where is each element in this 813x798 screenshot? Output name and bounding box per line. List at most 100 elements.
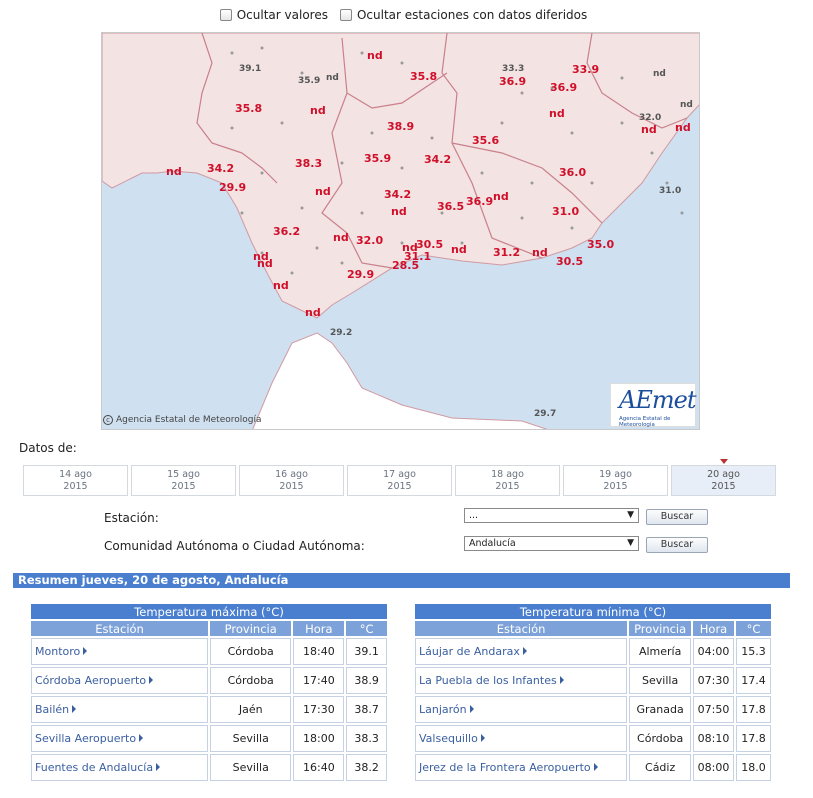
region-select[interactable]: Andalucía ▼ <box>464 536 639 551</box>
date-tab[interactable]: 20 ago 2015 <box>671 465 776 496</box>
date-tab-day: 16 ago <box>275 469 308 480</box>
date-tab[interactable]: 15 ago 2015 <box>131 465 236 496</box>
arrow-right-icon <box>522 647 527 655</box>
hide-stations-option[interactable]: Ocultar estaciones con datos diferidos <box>339 8 588 22</box>
map-value-label: nd <box>273 279 289 292</box>
province-cell-text: Almería <box>638 645 682 658</box>
province-cell-text: Jaén <box>238 703 263 716</box>
station-link[interactable]: Sevilla Aeropuerto <box>31 725 209 752</box>
time-cell: 08:10 <box>693 725 734 752</box>
max-table-title: Temperatura máxima (°C) <box>31 604 387 619</box>
arrow-right-icon <box>72 705 77 713</box>
station-link-text[interactable]: Sevilla Aeropuerto <box>35 732 137 745</box>
map-value-label: 33.3 <box>502 64 524 74</box>
province-cell: Jaén <box>210 696 292 723</box>
hide-stations-checkbox[interactable] <box>339 9 352 21</box>
temperature-cell-text: 17.4 <box>741 674 766 687</box>
station-link[interactable]: Montoro <box>31 638 209 665</box>
date-tab-year: 2015 <box>495 481 520 492</box>
station-link-text[interactable]: Láujar de Andarax <box>419 645 520 658</box>
station-link-text[interactable]: Lanjarón <box>419 703 467 716</box>
map-value-label: nd <box>549 107 565 120</box>
station-search-button[interactable]: Buscar <box>646 509 708 525</box>
station-link[interactable]: Lanjarón <box>415 696 628 723</box>
station-link-text[interactable]: Valsequillo <box>419 732 478 745</box>
map-value-label: 36.5 <box>437 200 464 213</box>
province-cell: Almería <box>629 638 692 665</box>
station-link[interactable]: Valsequillo <box>415 725 628 752</box>
map-value-label: 34.2 <box>384 188 411 201</box>
map-value-label: nd <box>532 246 548 259</box>
station-link[interactable]: Láujar de Andarax <box>415 638 628 665</box>
province-cell-text: Sevilla <box>232 761 269 774</box>
station-link[interactable]: La Puebla de los Infantes <box>415 667 628 694</box>
map-value-label: nd <box>310 104 326 117</box>
map-value-label: 30.5 <box>556 255 583 268</box>
station-select-value: ... <box>469 510 479 521</box>
station-link-text[interactable]: Córdoba Aeropuerto <box>35 674 147 687</box>
province-cell: Córdoba <box>210 638 292 665</box>
map-value-label: 36.0 <box>559 166 586 179</box>
time-cell-text: 07:30 <box>697 674 730 687</box>
region-search-button[interactable]: Buscar <box>646 537 708 553</box>
province-cell: Cádiz <box>629 754 692 781</box>
map-credit: c Agencia Estatal de Meteorología <box>103 415 262 425</box>
map-value-label: 31.1 <box>404 250 431 263</box>
station-link[interactable]: Córdoba Aeropuerto <box>31 667 209 694</box>
station-link[interactable]: Fuentes de Andalucía <box>31 754 209 781</box>
dropdown-arrow-icon: ▼ <box>627 510 634 520</box>
time-cell: 16:40 <box>293 754 345 781</box>
province-cell: Sevilla <box>210 725 292 752</box>
hide-stations-label[interactable]: Ocultar estaciones con datos diferidos <box>356 8 588 22</box>
date-tab[interactable]: 14 ago 2015 <box>23 465 128 496</box>
station-link-text[interactable]: Fuentes de Andalucía <box>35 761 154 774</box>
temperature-cell: 39.1 <box>346 638 387 665</box>
map-value-label: nd <box>680 100 693 110</box>
time-cell: 18:40 <box>293 638 345 665</box>
date-tab[interactable]: 18 ago 2015 <box>455 465 560 496</box>
temperature-cell-text: 18.0 <box>741 761 766 774</box>
dropdown-arrow-icon: ▼ <box>627 538 634 548</box>
station-link-text[interactable]: Jerez de la Frontera Aeropuerto <box>419 761 591 774</box>
date-tab-year: 2015 <box>387 481 412 492</box>
date-tab-day: 17 ago <box>383 469 416 480</box>
date-tab-year: 2015 <box>63 481 88 492</box>
max-col-time: Hora <box>293 621 345 636</box>
date-tab[interactable]: 17 ago 2015 <box>347 465 452 496</box>
min-col-temp: °C <box>735 621 771 636</box>
arrow-right-icon <box>139 734 144 742</box>
hide-values-checkbox[interactable] <box>219 9 232 21</box>
min-col-time: Hora <box>693 621 734 636</box>
aemet-logo-subtitle: Agencia Estatal de Meteorología <box>619 416 671 428</box>
map-value-label: 35.6 <box>472 134 499 147</box>
station-link-text[interactable]: Bailén <box>35 703 70 716</box>
temperature-cell-text: 38.7 <box>354 703 379 716</box>
temperature-cell: 18.0 <box>735 754 771 781</box>
temperature-cell-text: 17.8 <box>741 732 766 745</box>
time-cell-text: 16:40 <box>303 761 335 774</box>
map-value-label: 33.9 <box>572 63 599 76</box>
map-value-label: 29.2 <box>330 328 352 338</box>
table-row: Sevilla Aeropuerto Sevilla 18:00 38.3 <box>31 725 387 752</box>
hide-values-label[interactable]: Ocultar valores <box>236 8 328 22</box>
temperature-map[interactable]: 39.1 35.9 nd nd 35.8 33.3 36.9 33.9 nd 35.8 nd 36.9… <box>101 32 700 430</box>
land-mass <box>102 33 699 319</box>
station-link-text[interactable]: La Puebla de los Infantes <box>419 674 557 687</box>
date-tab[interactable]: 16 ago 2015 <box>239 465 344 496</box>
copyright-icon: c <box>103 415 113 425</box>
station-link[interactable]: Bailén <box>31 696 209 723</box>
station-link-text[interactable]: Montoro <box>35 645 81 658</box>
time-cell: 08:00 <box>693 754 734 781</box>
station-link[interactable]: Jerez de la Frontera Aeropuerto <box>415 754 628 781</box>
province-cell-text: Córdoba <box>227 645 274 658</box>
date-tab-day: 19 ago <box>599 469 632 480</box>
date-tab[interactable]: 19 ago 2015 <box>563 465 668 496</box>
date-tab-year: 2015 <box>711 481 736 492</box>
station-select[interactable]: ... ▼ <box>464 508 639 523</box>
max-temperature-table: Temperatura máxima (°C) Estación Provinc… <box>29 602 389 783</box>
hide-values-option[interactable]: Ocultar valores <box>219 8 328 22</box>
time-cell: 17:40 <box>293 667 345 694</box>
map-value-label: 29.7 <box>534 409 556 419</box>
